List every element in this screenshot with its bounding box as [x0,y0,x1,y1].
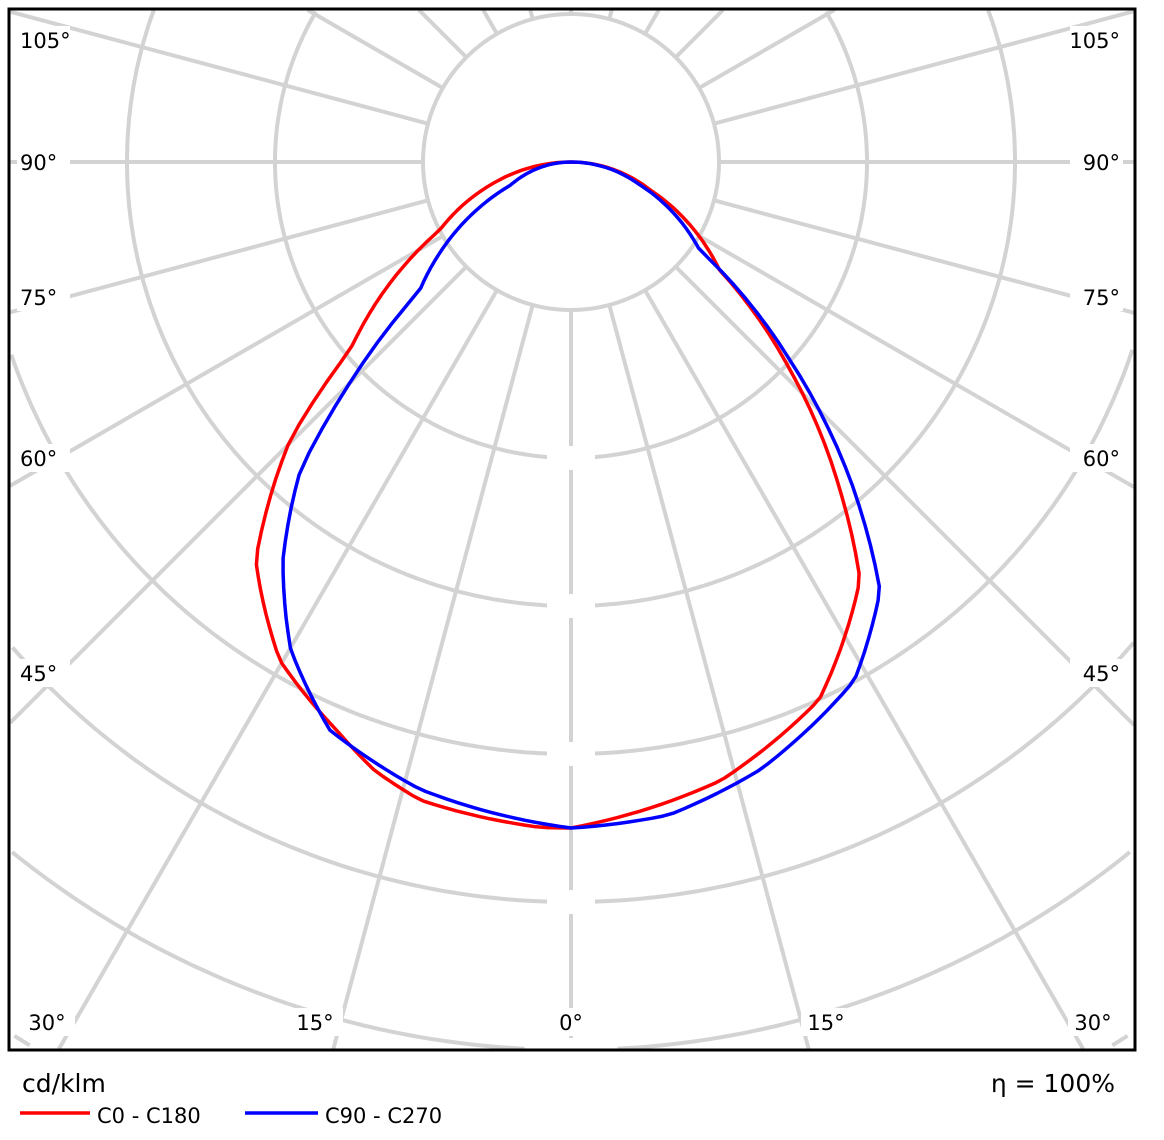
angle-label-left: 75° [20,286,57,310]
angle-label-right: 45° [1083,662,1120,686]
grid-ring [125,9,571,608]
grid-ray [713,9,1135,126]
grid-ring [571,9,1017,608]
grid-ray [607,304,811,1050]
label-bg [17,444,70,472]
angle-label-bottom: 15° [296,1011,333,1035]
grid-ray [713,198,1135,315]
grid-ray [643,8,661,35]
label-bg [17,659,70,687]
grid-ray [8,265,468,725]
grid-ring [10,850,525,1051]
grid-ring [571,349,1135,756]
legend-label-c90-c270: C90 - C270 [325,1104,442,1128]
label-bg [17,148,70,176]
angle-label-left: 105° [20,29,71,53]
angle-label-right: 90° [1083,151,1120,175]
label-bg [17,26,70,54]
label-bg [546,1008,599,1036]
series-curve-1 [281,160,882,830]
ring-label-gap [547,890,595,914]
grid-ray [698,8,836,90]
efficiency-label: η = 100% [991,1069,1115,1098]
angle-label-left: 45° [20,662,57,686]
polar-grid [8,8,1136,1062]
grid-ring [571,641,1136,904]
grid-ray [417,8,468,59]
grid-ring [1111,1034,1129,1048]
grid-ray [698,234,1135,489]
grid-ring [11,646,571,904]
grid-ray [331,304,535,1050]
grid-ray [306,8,444,90]
label-bg [1070,659,1123,687]
angle-labels: 105° 90° 75° 60° 45° 105° 90° 75° 60° 45° 30° 15° 0°… [17,26,1123,1036]
grid-ring [13,1034,31,1048]
label-bg [22,1008,75,1036]
grid-ray [57,289,499,1050]
grid-ray [9,9,429,126]
angle-label-bottom: 0° [559,1011,583,1035]
angle-label-bottom: 15° [807,1011,844,1035]
grid-ray [674,8,725,59]
grid-ring [617,850,1132,1051]
curves [254,160,882,830]
grid-ring [9,354,571,756]
angle-label-bottom: 30° [1074,1011,1111,1035]
legend: C0 - C180 C90 - C270 [20,1104,442,1128]
angle-label-right: 75° [1083,286,1120,310]
unit-label: cd/klm [22,1069,106,1098]
grid-ray [607,9,614,20]
label-bg [290,1008,343,1036]
series-curve-0 [254,160,861,830]
ring-label-gap [547,446,595,470]
grid-ray [643,289,1085,1051]
angle-label-right: 60° [1083,447,1120,471]
angle-label-right: 105° [1069,29,1120,53]
ring-label-gap [547,742,595,766]
grid-ray [9,234,444,488]
label-bg [1070,283,1123,311]
ring-label-gap [547,594,595,618]
grid-ray [481,9,499,35]
label-bg [1070,444,1123,472]
label-bg [17,283,70,311]
grid-ray [9,198,429,315]
grid-ray [674,265,1136,727]
label-bg [1070,26,1123,54]
angle-label-left: 90° [20,151,57,175]
chart-frame [7,7,1137,1052]
grid-ray [528,9,535,20]
label-bg [801,1008,854,1036]
angle-label-bottom: 30° [28,1011,65,1035]
legend-label-c0-c180: C0 - C180 [97,1104,201,1128]
angle-label-left: 60° [20,447,57,471]
label-bg [1068,1008,1121,1036]
label-bg [1070,148,1123,176]
